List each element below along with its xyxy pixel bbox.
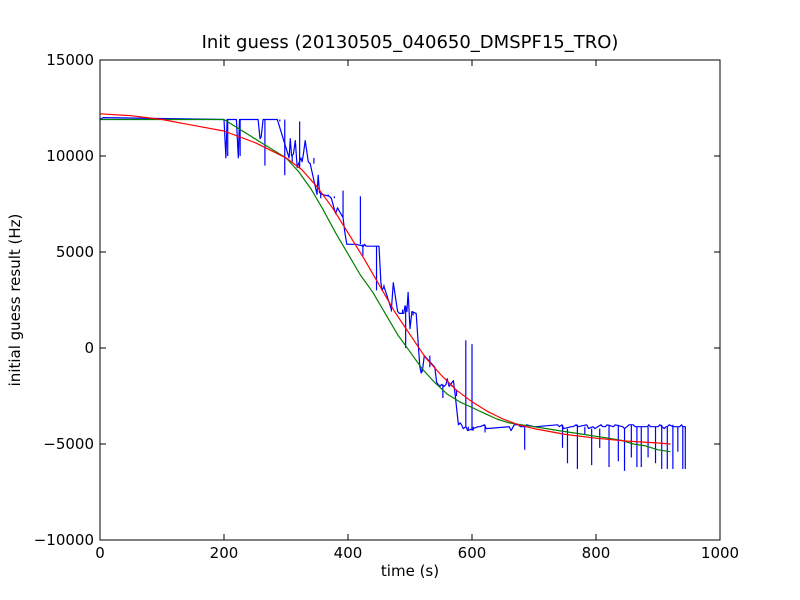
y-tick-label: 0 <box>84 339 94 357</box>
y-tick-label: 10000 <box>46 147 94 165</box>
y-tick-label: 15000 <box>46 51 94 69</box>
y-axis-label: initial guess result (Hz) <box>6 214 24 387</box>
x-tick-label: 200 <box>210 544 239 562</box>
series-3-line <box>99 113 671 445</box>
x-tick-label: 0 <box>95 544 105 562</box>
x-tick-label: 400 <box>334 544 363 562</box>
plot-frame <box>99 59 721 541</box>
y-tick-label: −5000 <box>43 435 94 453</box>
plot-lines <box>99 113 686 471</box>
axis-ticks: 0 200 400 600 800 1000 −10000 −5000 0 5000 10000 15… <box>34 51 739 562</box>
chart-title: Init guess (20130505_040650_DMSPF15_TRO) <box>202 32 619 53</box>
x-tick-label: 1000 <box>701 544 739 562</box>
y-tick-label: 5000 <box>56 243 94 261</box>
x-axis-label: time (s) <box>381 562 439 580</box>
series-2-line <box>100 118 671 453</box>
y-tick-label: −10000 <box>34 531 94 549</box>
x-tick-label: 600 <box>458 544 487 562</box>
x-tick-label: 800 <box>582 544 611 562</box>
